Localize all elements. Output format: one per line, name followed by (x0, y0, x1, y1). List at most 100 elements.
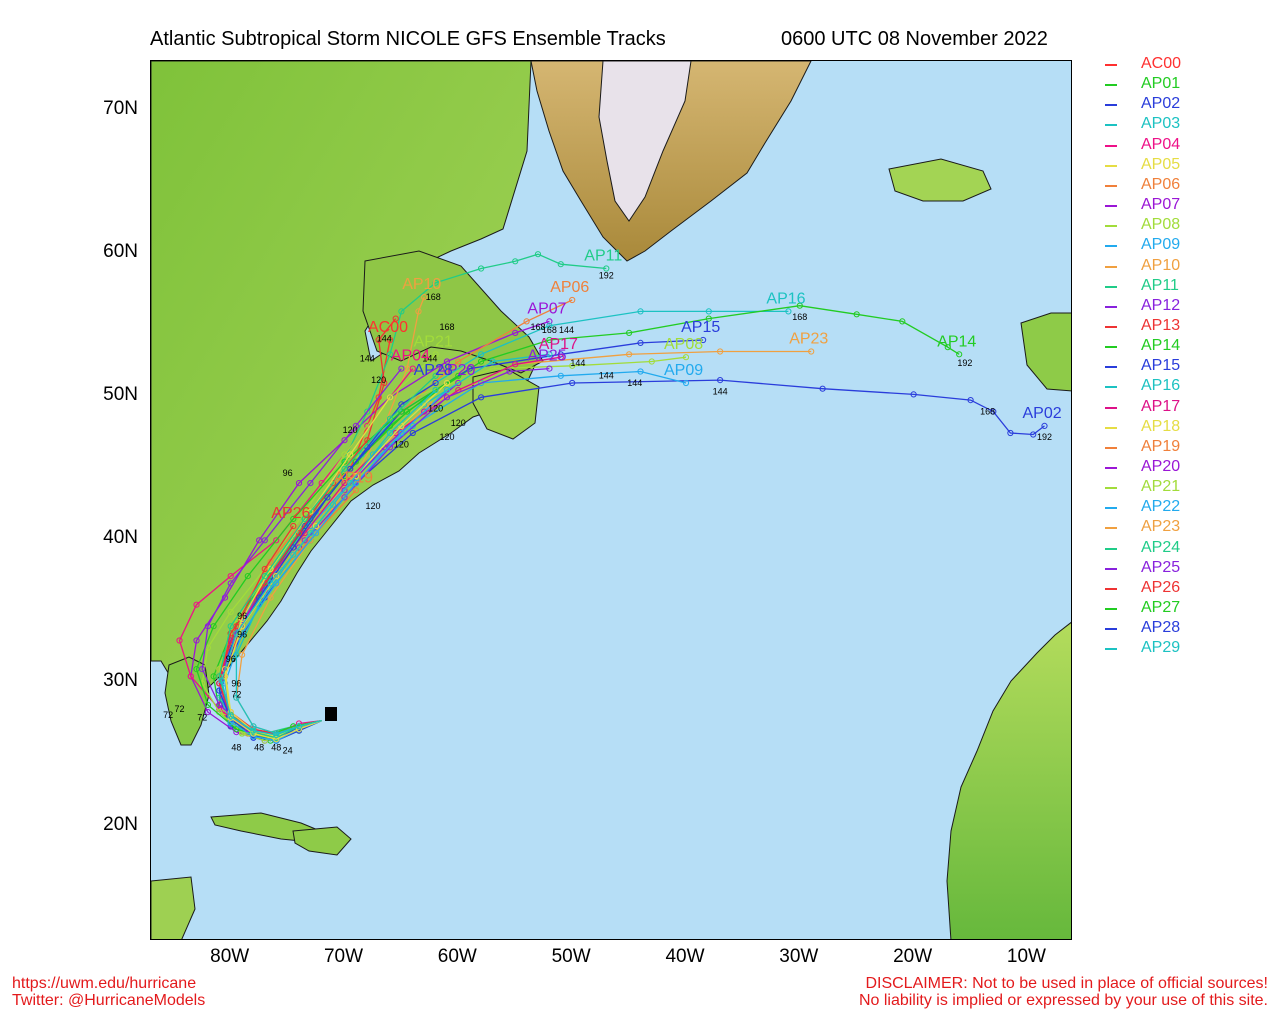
y-tick-label: 30N (103, 670, 138, 692)
track-point-ap10 (415, 308, 422, 315)
track-label-ap23: AP23 (789, 331, 828, 348)
track-point-ap12 (204, 623, 212, 630)
legend-label: AP12 (1141, 296, 1181, 314)
legend-label: AP23 (1141, 518, 1181, 536)
track-name-labels: AC00 AP02 AP07 AP06 AP11 AP10 AP16 AP14 AP15 AP23… (271, 248, 1061, 523)
legend-label: AP04 (1141, 135, 1181, 153)
legend-swatch (1105, 648, 1117, 651)
track-label-ap06: AP06 (550, 279, 589, 296)
track-point-ap07 (295, 480, 303, 487)
y-tick-label: 20N (103, 813, 138, 835)
track-point-ap02 (819, 385, 826, 392)
track-point-ap16 (358, 451, 365, 458)
track-point-ap02 (1007, 429, 1014, 437)
footer-url[interactable]: https://uwm.edu/hurricane (12, 975, 197, 992)
legend-swatch (1105, 305, 1117, 308)
track-point-ac00 (386, 336, 394, 344)
x-tick-label: 10W (1006, 946, 1046, 967)
track-point-ap11 (534, 251, 542, 258)
legend-label: AP01 (1141, 75, 1181, 93)
legend-swatch (1105, 144, 1117, 147)
track-point-ap05 (239, 615, 246, 623)
forecast-hour-label: 96 (226, 654, 236, 664)
legend-label: AP29 (1141, 639, 1181, 657)
track-point-ap22 (227, 719, 234, 726)
track-point-ap07 (193, 637, 200, 644)
track-point-ap02 (717, 377, 724, 384)
forecast-hour-label: 48 (231, 743, 241, 753)
track-point-ap02 (967, 397, 974, 404)
track-point-ap29 (347, 480, 354, 487)
track-point-ap29 (432, 387, 439, 394)
legend-label: AP25 (1141, 558, 1181, 576)
legend-swatch (1105, 507, 1117, 510)
track-point-ap28 (398, 401, 405, 408)
track-point-ap13 (392, 315, 399, 322)
track-point-ap18 (273, 736, 280, 743)
track-point-ap25 (546, 365, 553, 372)
track-point-ap04 (176, 637, 183, 644)
track-point-ap08 (489, 365, 496, 372)
track-point-ap25 (443, 394, 451, 401)
track-point-ap12 (216, 701, 223, 709)
legend-label: AP17 (1141, 397, 1181, 415)
legend-swatch (1105, 446, 1117, 449)
forecast-hour-label: 168 (439, 322, 454, 332)
track-point-ap29 (227, 713, 234, 720)
track-point-ap09 (557, 372, 564, 379)
footer-twitter[interactable]: Twitter: @HurricaneModels (12, 992, 206, 1009)
forecast-hour-label: 144 (570, 358, 585, 368)
map-title: Atlantic Subtropical Storm NICOLE GFS En… (150, 28, 666, 50)
legend-swatch (1105, 184, 1117, 187)
track-point-ap14 (705, 315, 712, 322)
legend-label: AP22 (1141, 498, 1181, 516)
legend-swatch (1105, 285, 1117, 288)
track-point-ap14 (944, 344, 951, 351)
x-tick-label: 50W (551, 946, 591, 967)
forecast-hour-label: 120 (343, 425, 358, 435)
track-point-ap22 (398, 429, 405, 437)
track-point-ap12 (398, 365, 405, 372)
track-point-ap21 (301, 508, 308, 515)
track-point-ap08 (648, 358, 655, 365)
track-point-ap20 (421, 408, 428, 415)
forecast-hour-label: 144 (599, 371, 614, 381)
track-point-ap05 (307, 508, 314, 515)
track-point-ap28 (432, 379, 439, 387)
legend-item-ap03: AP03 (1100, 115, 1270, 135)
legend-swatch (1105, 64, 1117, 66)
track-point-ap28 (290, 544, 297, 551)
track-point-ap07 (204, 709, 212, 716)
track-label-ap02: AP02 (1023, 405, 1062, 422)
legend-label: AP21 (1141, 478, 1181, 496)
legend-swatch (1105, 225, 1117, 228)
track-point-ap14 (956, 351, 963, 358)
track-point-ap17 (512, 361, 519, 368)
legend-label: AP09 (1141, 236, 1181, 254)
legend-swatch (1105, 245, 1117, 248)
track-point-ap26 (261, 565, 268, 573)
ireland-land (1020, 312, 1071, 392)
legend-item-ac00: AC00 (1100, 55, 1270, 75)
legend-swatch (1105, 608, 1117, 611)
legend-label: AP20 (1141, 458, 1181, 475)
track-point-ap29 (386, 429, 394, 437)
track-point-ap24 (301, 515, 308, 522)
legend-item-ap16: AP16 (1100, 377, 1270, 397)
track-point-ap02 (1041, 422, 1048, 429)
track-point-ap28 (324, 494, 331, 501)
legend-label: AP19 (1141, 437, 1181, 455)
legend-item-ap20: AP20 (1100, 458, 1270, 478)
legend-item-ap27: AP27 (1100, 599, 1270, 619)
track-point-ap16 (705, 308, 712, 315)
track-ap02 (218, 379, 1045, 742)
track-point-ap14 (478, 358, 485, 365)
track-point-ap18 (352, 472, 359, 480)
track-ap18 (224, 382, 448, 740)
legend-label: AP14 (1141, 337, 1181, 355)
track-point-ap12 (199, 666, 206, 673)
track-label-ap20: AP20 (436, 362, 475, 379)
track-point-ap27 (290, 515, 297, 522)
legend-swatch (1105, 567, 1117, 570)
track-point-ap20 (341, 487, 348, 494)
